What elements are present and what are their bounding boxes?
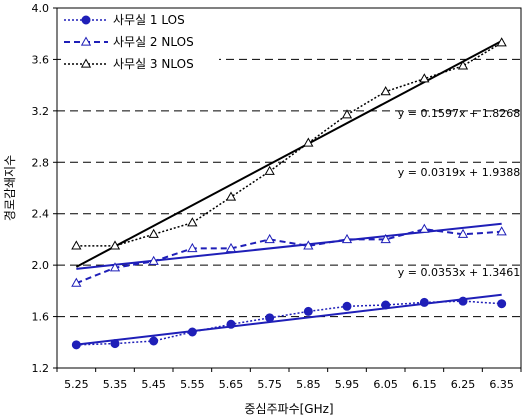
data-point [187,327,197,337]
y-tick-label: 3.2 [32,105,50,118]
x-tick-label: 5.65 [219,378,244,391]
data-point [226,319,236,329]
data-point [225,191,237,201]
data-point [496,37,507,47]
trendline-1 [76,293,502,346]
x-tick-label: 5.45 [141,378,166,391]
data-point [457,228,469,238]
data-point [80,58,92,68]
y-tick-label: 1.6 [32,311,50,324]
y-axis-label: 경로감쇄지수 [3,155,17,221]
y-tick-label: 2.0 [32,259,50,272]
data-point [264,233,275,244]
data-point [341,109,353,119]
x-tick-label: 5.95 [335,378,360,391]
data-point [419,223,430,233]
data-point [149,336,159,346]
trendline-equation: y = 0.1597x + 1.8268 [398,107,520,120]
x-tick-label: 5.75 [257,378,282,391]
data-point [496,226,507,236]
x-axis-ticks: 5.25 5.35 5.45 5.55 5.65 5.75 5.85 5.95 6.05 6.15… [56,368,522,391]
data-point [187,217,198,227]
data-point [264,165,275,175]
x-tick-label: 5.55 [180,378,205,391]
x-tick-label: 6.35 [489,378,514,391]
y-tick-label: 1.2 [32,362,50,375]
series-group [71,37,507,350]
data-point [109,262,121,272]
data-point [71,277,82,287]
y-tick-label: 2.4 [32,208,50,221]
data-point [457,60,469,70]
x-tick-label: 5.85 [296,378,321,391]
data-point [80,36,92,46]
data-point [303,306,313,316]
data-point [187,242,198,253]
legend-entry: 사무실 2 NLOS [113,35,194,49]
x-tick-label: 6.05 [373,378,398,391]
series-line-3 [76,42,503,247]
trendline-3 [75,40,503,268]
data-point [265,313,275,323]
series-line-2 [75,228,502,285]
data-point [341,233,353,244]
data-point [380,233,391,244]
legend-entry: 사무실 1 LOS [113,13,185,27]
data-point [419,297,429,307]
series-line-1 [76,300,502,346]
data-point [458,296,468,306]
y-tick-label: 3.6 [32,53,50,66]
data-point [110,339,120,349]
data-point [148,228,159,238]
data-point [71,340,81,350]
legend: 사무실 1 LOS 사무실 2 NLOS 사무실 3 NLOS [61,10,219,74]
data-point [81,15,91,25]
legend-entry: 사무실 3 NLOS [113,57,194,71]
y-tick-label: 2.8 [32,156,50,169]
data-point [303,137,314,147]
data-point [71,240,82,250]
y-tick-label: 4.0 [32,2,50,15]
trendline-equations: y = 0.0353x + 1.3461 y = 0.0319x + 1.9388… [398,107,520,279]
data-point [380,86,391,96]
x-tick-label: 6.25 [451,378,476,391]
x-tick-label: 5.35 [103,378,128,391]
x-axis-label: 중심주파수[GHz] [244,402,333,416]
data-point [225,242,237,253]
data-point [303,240,314,250]
data-point [497,299,507,309]
data-point [419,73,430,83]
data-point [148,255,159,265]
data-point [342,301,352,311]
y-axis-ticks: 1.2 1.6 2.0 2.4 2.8 3.2 3.6 4.0 [32,2,57,375]
x-tick-label: 6.15 [412,378,437,391]
trendline-equation: y = 0.0353x + 1.3461 [398,266,520,279]
data-point [109,240,121,250]
data-point [381,300,391,310]
trendline-equation: y = 0.0319x + 1.9388 [398,166,520,179]
x-tick-label: 5.25 [64,378,89,391]
